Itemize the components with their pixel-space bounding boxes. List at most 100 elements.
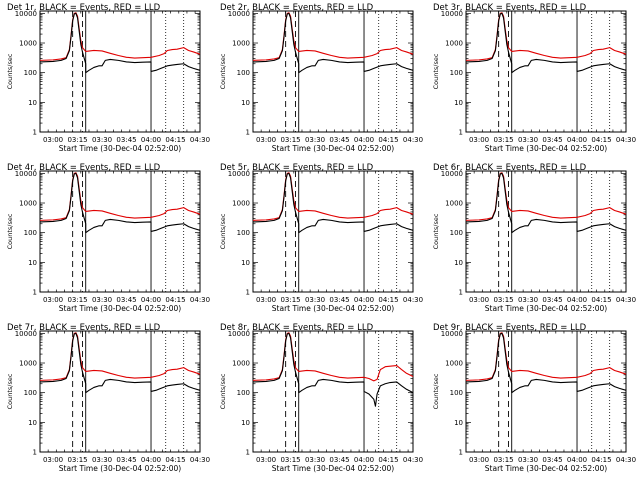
chart-panel-1: Det 1r, BLACK = Events, RED = LLD 1 10 100 1…: [6, 3, 210, 153]
chart-title: Det 8r, BLACK = Events, RED = LLD: [220, 323, 374, 333]
x-tick-label: 03:15: [67, 136, 87, 144]
series-line-events: [39, 12, 201, 74]
y-tick-label: 10: [454, 259, 463, 267]
x-tick-label: 03:30: [305, 296, 325, 304]
x-tick-label: 03:15: [67, 456, 87, 464]
series-line-events: [252, 332, 414, 407]
x-tick-label: 03:45: [329, 296, 349, 304]
x-tick-label: 03:00: [469, 456, 489, 464]
x-tick-label: 04:00: [567, 456, 587, 464]
chart-title: Det 2r, BLACK = Events, RED = LLD: [220, 3, 374, 13]
y-tick-label: 100: [450, 389, 463, 397]
y-tick-label: 1: [246, 449, 250, 457]
plot-frame: [39, 170, 201, 293]
x-tick-label: 03:30: [305, 136, 325, 144]
x-axis-label: Start Time (30-Dec-04 02:52:00): [59, 464, 181, 473]
x-axis-label: Start Time (30-Dec-04 02:52:00): [485, 464, 607, 473]
x-tick-label: 03:30: [92, 456, 112, 464]
x-tick-label: 04:15: [378, 296, 398, 304]
y-tick-label: 1000: [19, 200, 37, 208]
x-tick-label: 04:15: [165, 296, 185, 304]
x-tick-label: 04:00: [354, 456, 374, 464]
x-axis-label: Start Time (30-Dec-04 02:52:00): [485, 144, 607, 153]
series-line-events: [465, 332, 627, 394]
x-tick-label: 03:45: [116, 456, 136, 464]
x-axis-label: Start Time (30-Dec-04 02:52:00): [59, 304, 181, 313]
series-line-events: [465, 12, 627, 74]
y-tick-label: 10000: [228, 330, 250, 338]
x-tick-label: 03:45: [329, 136, 349, 144]
x-tick-label: 04:00: [141, 296, 161, 304]
series-line-events: [252, 12, 414, 74]
y-tick-label: 10000: [228, 170, 250, 178]
x-tick-label: 04:30: [403, 136, 423, 144]
y-tick-label: 1000: [19, 360, 37, 368]
y-tick-label: 1000: [445, 200, 463, 208]
chart-panel-5: Det 5r, BLACK = Events, RED = LLD 1 10 100 1…: [219, 163, 423, 313]
chart-panel-3: Det 3r, BLACK = Events, RED = LLD 1 10 100 1…: [432, 3, 636, 153]
x-tick-label: 03:00: [43, 296, 63, 304]
y-tick-label: 1: [246, 129, 250, 137]
y-tick-label: 100: [24, 389, 37, 397]
x-tick-label: 03:00: [469, 296, 489, 304]
chart-panel-7: Det 7r, BLACK = Events, RED = LLD 1 10 100 1…: [6, 323, 210, 473]
y-tick-label: 10000: [441, 10, 463, 18]
x-tick-label: 04:00: [141, 456, 161, 464]
x-tick-label: 03:15: [493, 456, 513, 464]
y-tick-label: 10: [241, 259, 250, 267]
y-tick-label: 10: [241, 99, 250, 107]
y-axis-label: Counts/sec: [6, 213, 14, 249]
x-tick-label: 04:30: [616, 456, 636, 464]
x-tick-label: 04:00: [567, 296, 587, 304]
y-axis-label: Counts/sec: [432, 373, 440, 409]
y-tick-label: 10000: [228, 10, 250, 18]
x-tick-label: 04:15: [165, 456, 185, 464]
y-tick-label: 1000: [445, 40, 463, 48]
x-tick-label: 03:45: [116, 136, 136, 144]
chart-panel-4: Det 4r, BLACK = Events, RED = LLD 1 10 100 1…: [6, 163, 210, 313]
plot-frame: [252, 330, 414, 453]
x-tick-label: 03:00: [43, 136, 63, 144]
x-axis-label: Start Time (30-Dec-04 02:52:00): [272, 144, 394, 153]
x-tick-label: 04:15: [378, 136, 398, 144]
y-tick-label: 10: [454, 99, 463, 107]
y-axis-label: Counts/sec: [219, 53, 227, 89]
y-tick-label: 1000: [232, 200, 250, 208]
series-line-events: [252, 172, 414, 234]
x-tick-label: 03:30: [518, 456, 538, 464]
x-tick-label: 04:30: [616, 136, 636, 144]
y-tick-label: 10: [28, 99, 37, 107]
chart-title: Det 5r, BLACK = Events, RED = LLD: [220, 163, 374, 173]
series-line-events: [39, 172, 201, 234]
plot-frame: [465, 170, 627, 293]
x-tick-label: 04:15: [378, 456, 398, 464]
y-tick-label: 1: [459, 449, 463, 457]
y-tick-label: 10000: [15, 10, 37, 18]
chart-title: Det 4r, BLACK = Events, RED = LLD: [7, 163, 161, 173]
y-tick-label: 1000: [232, 360, 250, 368]
y-tick-label: 10000: [15, 330, 37, 338]
y-axis-label: Counts/sec: [432, 213, 440, 249]
y-tick-label: 100: [237, 229, 250, 237]
x-tick-label: 04:15: [591, 296, 611, 304]
y-tick-label: 10000: [15, 170, 37, 178]
y-tick-label: 100: [24, 69, 37, 77]
x-tick-label: 03:30: [518, 136, 538, 144]
y-tick-label: 10000: [441, 330, 463, 338]
y-axis-label: Counts/sec: [219, 213, 227, 249]
y-tick-label: 1: [33, 129, 37, 137]
y-tick-label: 100: [237, 389, 250, 397]
chart-panel-6: Det 6r, BLACK = Events, RED = LLD 1 10 100 1…: [432, 163, 636, 313]
x-tick-label: 04:30: [403, 296, 423, 304]
x-tick-label: 04:15: [591, 136, 611, 144]
x-tick-label: 04:30: [190, 456, 210, 464]
x-tick-label: 03:45: [329, 456, 349, 464]
chart-title: Det 7r, BLACK = Events, RED = LLD: [7, 323, 161, 333]
x-tick-label: 04:30: [190, 136, 210, 144]
x-axis-label: Start Time (30-Dec-04 02:52:00): [272, 464, 394, 473]
plot-frame: [252, 10, 414, 133]
x-tick-label: 03:00: [256, 136, 276, 144]
x-tick-label: 04:00: [354, 136, 374, 144]
x-tick-label: 03:15: [280, 456, 300, 464]
